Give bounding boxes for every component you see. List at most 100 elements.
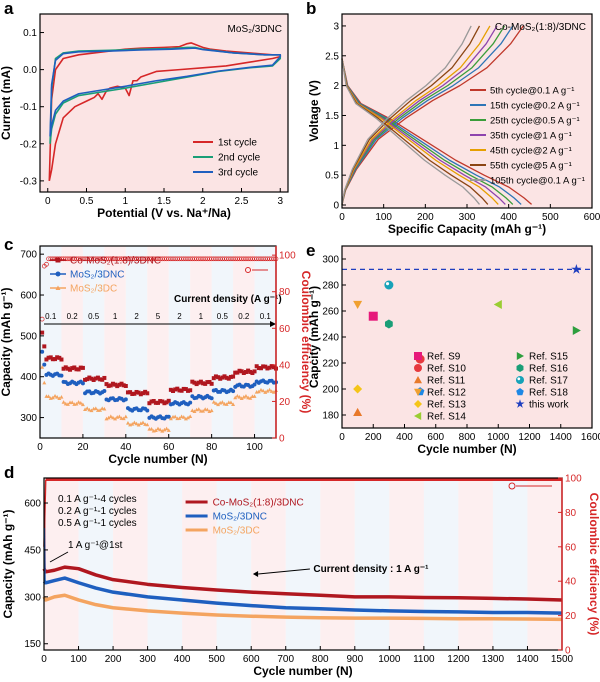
legend-marker bbox=[55, 285, 61, 290]
capacity-point bbox=[239, 369, 244, 374]
y2-tick-label: 80 bbox=[565, 508, 577, 519]
capacity-point bbox=[145, 408, 150, 413]
y-tick-label: -0.3 bbox=[20, 176, 38, 187]
capacity-point bbox=[140, 391, 145, 396]
cycle-band bbox=[389, 478, 424, 650]
capacity-point bbox=[196, 407, 201, 411]
capacity-point bbox=[130, 422, 135, 426]
legend-marker bbox=[414, 412, 422, 420]
current-arrow-head bbox=[252, 571, 259, 577]
cycle-band bbox=[44, 478, 79, 650]
capacity-point bbox=[164, 426, 169, 431]
capacity-point bbox=[248, 369, 253, 374]
legend-label: 2nd cycle bbox=[218, 153, 261, 164]
capacity-point bbox=[53, 357, 58, 362]
x-tick-label: 1400 bbox=[516, 654, 539, 665]
x-tick-label: 200 bbox=[105, 654, 122, 665]
capacity-point bbox=[61, 366, 66, 371]
capacity-point bbox=[173, 387, 178, 392]
capacity-point bbox=[132, 420, 137, 425]
y2-tick-label: 100 bbox=[565, 474, 582, 485]
capacity-point bbox=[104, 382, 109, 387]
capacity-point bbox=[70, 366, 75, 371]
capacity-point bbox=[267, 365, 272, 370]
capacity-point bbox=[179, 414, 184, 419]
rate-arrow-head bbox=[270, 321, 276, 327]
charge-curve-7 bbox=[341, 25, 472, 205]
legend-label: 25th cycle@0.5 A g⁻¹ bbox=[490, 116, 580, 127]
y-tick-label: 0.1 bbox=[23, 28, 37, 39]
capacity-point bbox=[65, 366, 70, 371]
capacity-point bbox=[153, 400, 158, 405]
capacity-point bbox=[113, 416, 118, 421]
ce-legend-marker bbox=[245, 267, 251, 273]
x-tick-label: 900 bbox=[346, 654, 363, 665]
rate-band bbox=[254, 246, 276, 438]
x-tick-label: 20 bbox=[77, 442, 89, 453]
y-tick-label: 400 bbox=[20, 372, 37, 383]
legend-marker bbox=[414, 364, 422, 372]
x-axis-title: Potential (V vs. Na⁺/Na) bbox=[97, 206, 231, 220]
cycle-band bbox=[354, 478, 390, 650]
rate-label: 1 bbox=[113, 312, 118, 321]
y2-tick-label: 20 bbox=[279, 397, 291, 408]
capacity-point bbox=[55, 395, 60, 399]
y-tick-label: 450 bbox=[24, 545, 41, 556]
capacity-point bbox=[91, 377, 96, 382]
x-tick-label: 40 bbox=[120, 442, 132, 453]
capacity-point bbox=[143, 389, 148, 394]
legend-label: Ref. S17 bbox=[529, 376, 568, 387]
y-tick-label: 300 bbox=[322, 255, 339, 266]
capacity-point bbox=[252, 394, 257, 398]
capacity-point bbox=[201, 381, 206, 386]
current-note: Current density : 1 A g⁻¹ bbox=[313, 564, 429, 575]
x-tick-label: 1500 bbox=[551, 654, 574, 665]
capacity-point bbox=[136, 390, 141, 395]
capacity-point bbox=[83, 377, 88, 382]
capacity-point bbox=[235, 393, 240, 398]
x-tick-label: 0 bbox=[37, 442, 43, 453]
x-tick-label: 1.5 bbox=[157, 196, 171, 207]
cycle-band bbox=[458, 478, 493, 650]
y2-tick-label: 60 bbox=[565, 542, 577, 553]
capacity-point bbox=[53, 393, 58, 398]
x-tick-label: 0 bbox=[45, 196, 51, 207]
capacity-point bbox=[258, 387, 263, 392]
capacity-point bbox=[216, 375, 221, 380]
capacity-point bbox=[216, 402, 221, 407]
capacity-point bbox=[261, 388, 266, 393]
capacity-point bbox=[190, 379, 195, 384]
y-tick-label: 300 bbox=[20, 413, 37, 424]
capacity-point bbox=[263, 364, 268, 369]
capacity-point bbox=[241, 394, 246, 399]
capacity-point bbox=[72, 365, 77, 370]
cycle-band bbox=[182, 478, 217, 650]
x-tick-label: 600 bbox=[243, 654, 260, 665]
capacity-point bbox=[50, 395, 55, 400]
capacity-point bbox=[40, 330, 45, 335]
capacity-point bbox=[42, 344, 47, 349]
x-tick-label: 0 bbox=[339, 432, 345, 443]
capacity-point bbox=[177, 416, 182, 420]
capacity-point bbox=[226, 376, 231, 381]
panel-letter: e bbox=[306, 241, 315, 260]
capacity-point bbox=[128, 390, 133, 395]
capacity-point bbox=[123, 397, 128, 402]
capacity-point bbox=[271, 390, 276, 394]
capacity-point bbox=[207, 379, 212, 384]
capacity-point bbox=[117, 382, 122, 387]
legend-label: Ref. S14 bbox=[427, 412, 466, 423]
legend-label: 15th cycle@0.2 A g⁻¹ bbox=[490, 101, 580, 112]
legend-label: Ref. S15 bbox=[529, 352, 568, 363]
capacity-point bbox=[48, 355, 53, 360]
capacity-point bbox=[74, 367, 79, 372]
y-tick-label: 300 bbox=[24, 592, 41, 603]
legend-marker bbox=[516, 364, 524, 372]
legend-label: Co-MoS₂(1:8)/3DNC bbox=[213, 498, 304, 509]
capacity-point bbox=[188, 388, 193, 393]
rate-band bbox=[233, 246, 255, 438]
capacity-point bbox=[136, 422, 141, 427]
capacity-point bbox=[145, 422, 150, 427]
legend-label: 35th cycle@1 A g⁻¹ bbox=[490, 131, 572, 142]
legend-marker-highlight bbox=[517, 377, 521, 381]
